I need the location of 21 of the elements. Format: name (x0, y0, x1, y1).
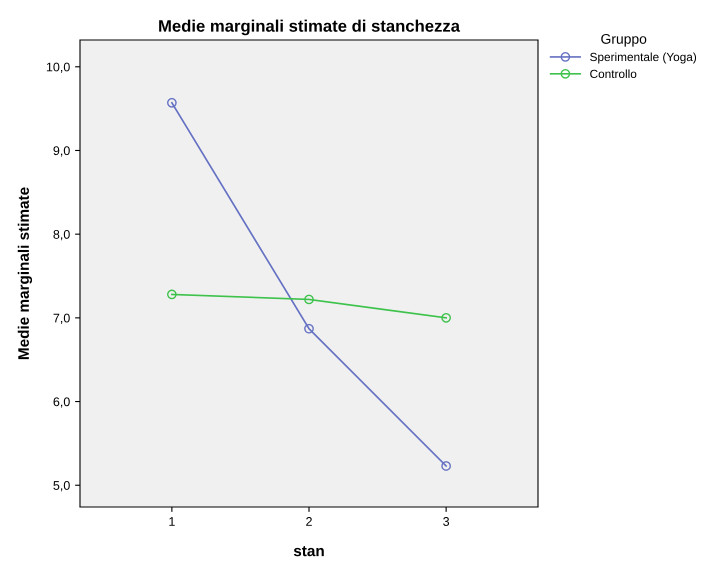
chart-title: Medie marginali stimate di stanchezza (159, 20, 460, 36)
x-axis-title: stan (294, 546, 324, 556)
legend-label: Sperimentale (Yoga) (590, 52, 696, 64)
y-tick-label: 9,0 (53, 146, 70, 157)
y-tick-label: 5,0 (53, 481, 70, 492)
point (304, 294, 314, 304)
x-tick-label: 2 (306, 517, 312, 526)
y-tick-label: 6,0 (54, 397, 70, 408)
x-tick-label: 3 (443, 517, 450, 526)
point (167, 290, 177, 300)
y-tick-label: 10,0 (46, 62, 70, 73)
legend-title: Gruppo (601, 34, 646, 47)
point (441, 312, 451, 323)
y-axis-title: Medie marginali stimate (18, 187, 32, 360)
y-tick-label: 8,0 (53, 230, 70, 240)
point (441, 461, 451, 471)
legend-label: Controllo (590, 69, 636, 78)
y-tick-label: 7,0 (54, 314, 70, 324)
point (304, 324, 314, 334)
point (167, 98, 177, 108)
x-tick-label: 1 (169, 517, 175, 526)
